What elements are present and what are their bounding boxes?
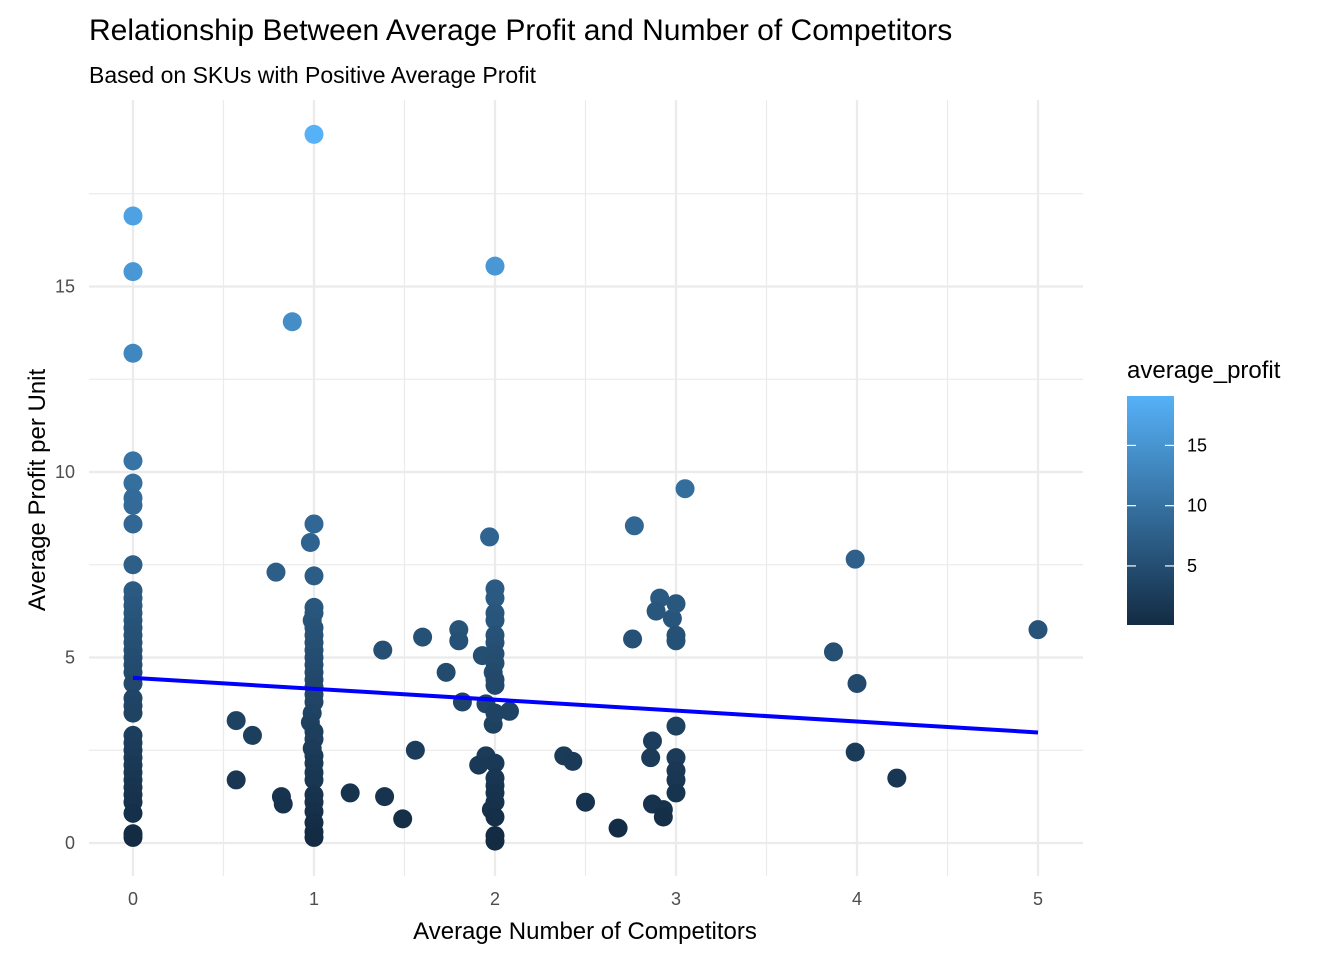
data-point [304, 770, 324, 790]
y-axis-title: Average Profit per Unit [24, 368, 51, 611]
data-point [576, 792, 595, 812]
data-point [273, 794, 293, 814]
data-point [123, 473, 143, 493]
data-point [304, 827, 324, 847]
data-point [123, 206, 143, 226]
chart-title: Relationship Between Average Profit and … [89, 14, 952, 47]
data-point [123, 555, 143, 575]
trend-line [132, 675, 1039, 735]
data-point [485, 588, 505, 608]
data-point [624, 516, 644, 536]
data-point [480, 527, 500, 547]
data-point [123, 451, 143, 471]
color-legend-bar [1127, 396, 1174, 625]
data-point [123, 827, 143, 847]
x-tick-label: 1 [309, 889, 319, 909]
data-point [666, 770, 686, 790]
data-point [393, 809, 413, 829]
data-point [823, 642, 843, 662]
data-point [485, 753, 505, 773]
legend-ticks: 5 10 15 [1127, 435, 1207, 576]
data-point [653, 807, 673, 827]
data-point [675, 479, 695, 499]
x-tick-label: 3 [671, 889, 681, 909]
data-point [242, 725, 262, 745]
data-point [304, 514, 324, 534]
minor-gridlines [89, 100, 1083, 876]
data-point [666, 783, 686, 803]
data-point [469, 755, 489, 775]
x-tick-label: 0 [128, 889, 138, 909]
data-point [845, 549, 865, 569]
data-point [499, 701, 519, 721]
data-point [847, 673, 867, 693]
data-point [436, 662, 456, 682]
data-point [623, 629, 643, 649]
data-point [123, 495, 143, 515]
data-point [123, 514, 143, 534]
x-tick-label: 2 [490, 889, 500, 909]
data-point [887, 768, 907, 788]
data-point [563, 751, 583, 771]
data-point [266, 562, 286, 582]
legend-tick-label: 10 [1187, 496, 1207, 516]
data-point [662, 609, 682, 629]
data-point [666, 594, 686, 614]
data-point [666, 748, 686, 768]
data-point [226, 770, 246, 790]
data-point [485, 256, 505, 276]
data-points [123, 124, 1048, 851]
data-point [1028, 620, 1048, 640]
y-tick-label: 15 [55, 277, 75, 297]
data-point [641, 748, 661, 768]
data-point [123, 262, 143, 282]
data-point [485, 831, 505, 851]
data-point [608, 818, 628, 838]
data-point [340, 783, 360, 803]
data-point [413, 627, 433, 647]
data-point [449, 631, 469, 651]
data-point [226, 711, 246, 731]
data-point [375, 787, 395, 807]
data-point [845, 742, 865, 762]
data-point [642, 731, 662, 751]
data-point [373, 640, 393, 660]
x-axis-title: Average Number of Competitors [413, 918, 757, 945]
data-point [300, 532, 320, 552]
y-tick-label: 10 [55, 462, 75, 482]
data-point [123, 703, 143, 723]
data-point [485, 703, 505, 723]
legend-tick-label: 5 [1187, 556, 1197, 576]
legend-title: average_profit [1127, 357, 1281, 384]
data-point [304, 566, 324, 586]
data-point [485, 610, 505, 630]
data-point [282, 312, 302, 332]
trend-line-group [132, 675, 1039, 735]
x-axis-ticks: 0 1 2 3 4 5 [128, 889, 1043, 909]
chart-subtitle: Based on SKUs with Positive Average Prof… [89, 62, 537, 88]
data-point [485, 807, 505, 827]
data-point [123, 343, 143, 363]
y-tick-label: 0 [65, 833, 75, 853]
x-tick-label: 5 [1033, 889, 1043, 909]
x-tick-label: 4 [852, 889, 862, 909]
y-axis-ticks: 0 5 10 15 [55, 277, 75, 854]
data-point [485, 675, 505, 695]
data-point [666, 716, 686, 736]
data-point [646, 601, 666, 621]
legend-tick-label: 15 [1187, 435, 1207, 455]
data-point [123, 803, 143, 823]
y-tick-label: 5 [65, 648, 75, 668]
data-point [405, 740, 425, 760]
data-point [304, 124, 324, 144]
data-point [666, 631, 686, 651]
